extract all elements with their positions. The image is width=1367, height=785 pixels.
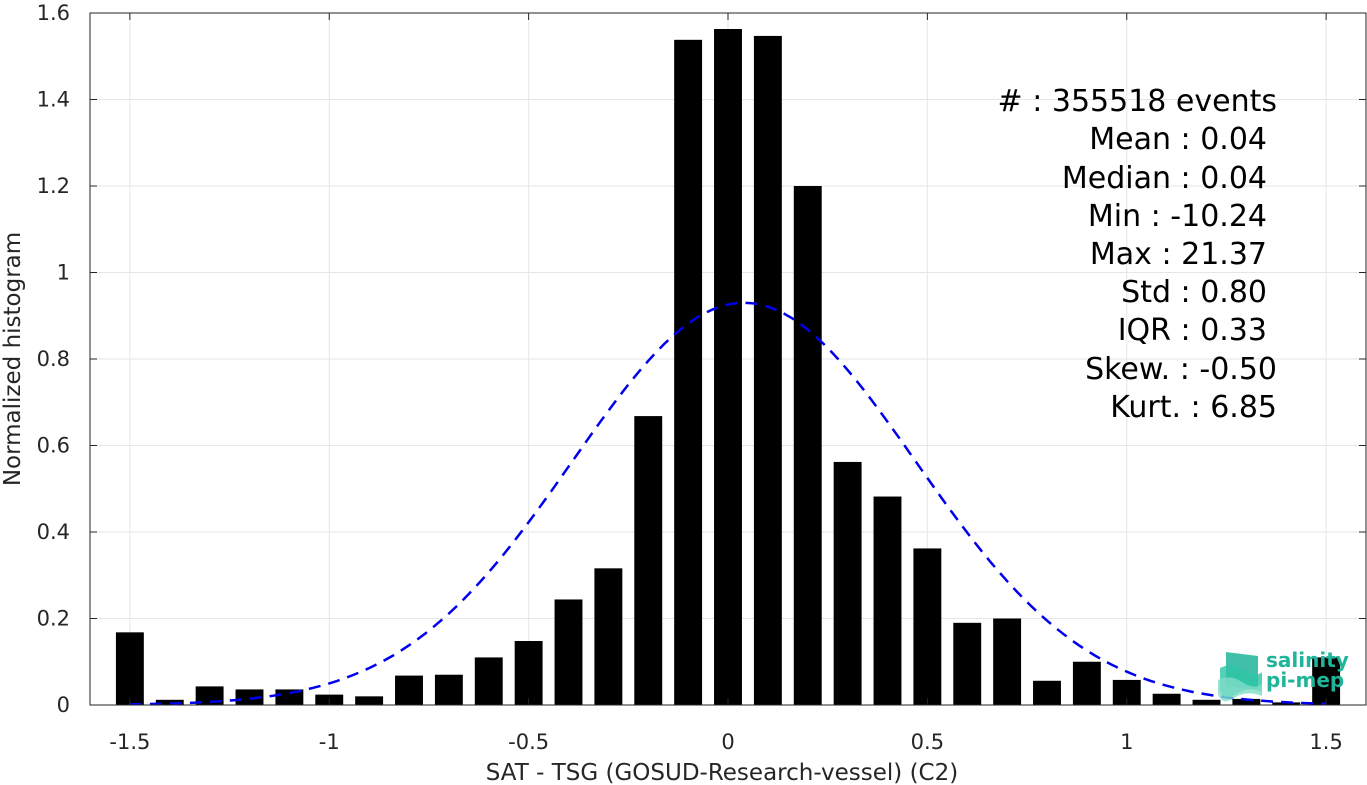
y-tick-label-3: 0.6	[37, 434, 70, 458]
stat-skew: Skew. : -0.50	[1085, 352, 1277, 387]
bar-30	[1312, 657, 1341, 705]
y-tick-label-4: 0.8	[37, 347, 70, 371]
bar-4	[275, 689, 304, 705]
bar-3	[235, 689, 264, 705]
bar-24	[1072, 661, 1101, 705]
bar-20	[913, 548, 942, 705]
bar-27	[1192, 699, 1221, 705]
stat-iqr: IQR : 0.33	[1118, 313, 1267, 348]
bar-14	[674, 39, 703, 705]
y-tick-label-8: 1.6	[37, 1, 70, 25]
gaussian-fit-curve	[129, 301, 1327, 706]
logo-wave-icon	[1218, 652, 1262, 702]
y-tick-label-1: 0.2	[37, 607, 70, 631]
x-axis-ticks: -1.5 -1 -0.5 0 0.5 1 1.5	[109, 13, 1343, 754]
bar-0	[115, 632, 144, 705]
bar-17	[793, 186, 822, 705]
y-tick-label-0: 0	[57, 693, 70, 717]
bar-15	[714, 29, 742, 705]
bar-19	[873, 496, 902, 705]
stat-std: Std : 0.80	[1121, 275, 1267, 310]
bar-1	[155, 699, 184, 705]
x-tick-label-4: 0.5	[911, 730, 944, 754]
y-axis-ticks: 0 0.2 0.4 0.6 0.8 1 1.2 1.4 1.6	[37, 1, 1366, 717]
salinity-pimep-logo: salinity pi-mep	[1218, 648, 1349, 702]
stat-events: # : 355518 events	[998, 84, 1277, 119]
bar-9	[474, 657, 503, 705]
x-tick-label-6: 1.5	[1309, 730, 1342, 754]
stats-annotation: # : 355518 events Mean : 0.04 Median : 0…	[998, 84, 1277, 425]
bar-26	[1152, 693, 1181, 705]
logo-line2: pi-mep	[1266, 668, 1344, 692]
x-tick-label-0: -1.5	[109, 730, 150, 754]
x-axis-label: SAT - TSG (GOSUD-Research-vessel) (C2)	[486, 760, 958, 785]
bar-21	[953, 622, 982, 705]
bar-18	[833, 461, 862, 705]
bar-6	[355, 696, 384, 705]
y-tick-label-6: 1.2	[37, 174, 70, 198]
bar-23	[1033, 680, 1061, 705]
stat-min: Min : -10.24	[1088, 199, 1267, 234]
stat-max: Max : 21.37	[1090, 237, 1267, 272]
y-tick-label-5: 1	[57, 261, 70, 285]
bar-7	[395, 675, 423, 705]
x-tick-label-2: -0.5	[508, 730, 549, 754]
x-tick-label-3: 0	[721, 730, 734, 754]
bar-16	[753, 35, 782, 706]
bar-11	[554, 599, 583, 705]
logo-line1: salinity	[1266, 648, 1349, 672]
bar-28	[1232, 698, 1261, 705]
stat-kurt: Kurt. : 6.85	[1110, 390, 1277, 425]
stat-median: Median : 0.04	[1062, 161, 1267, 196]
y-axis-label: Normalized histogram	[0, 232, 26, 486]
histogram-bars	[115, 29, 1341, 706]
bar-13	[634, 416, 663, 705]
bar-10	[514, 640, 543, 705]
bar-8	[434, 674, 463, 705]
bar-29	[1272, 702, 1301, 705]
bar-12	[594, 568, 623, 705]
y-tick-label-7: 1.4	[37, 88, 70, 112]
stat-mean: Mean : 0.04	[1089, 122, 1267, 157]
x-tick-label-5: 1	[1120, 730, 1133, 754]
bar-22	[993, 618, 1022, 705]
x-tick-label-1: -1	[319, 730, 340, 754]
y-tick-label-2: 0.4	[37, 520, 70, 544]
